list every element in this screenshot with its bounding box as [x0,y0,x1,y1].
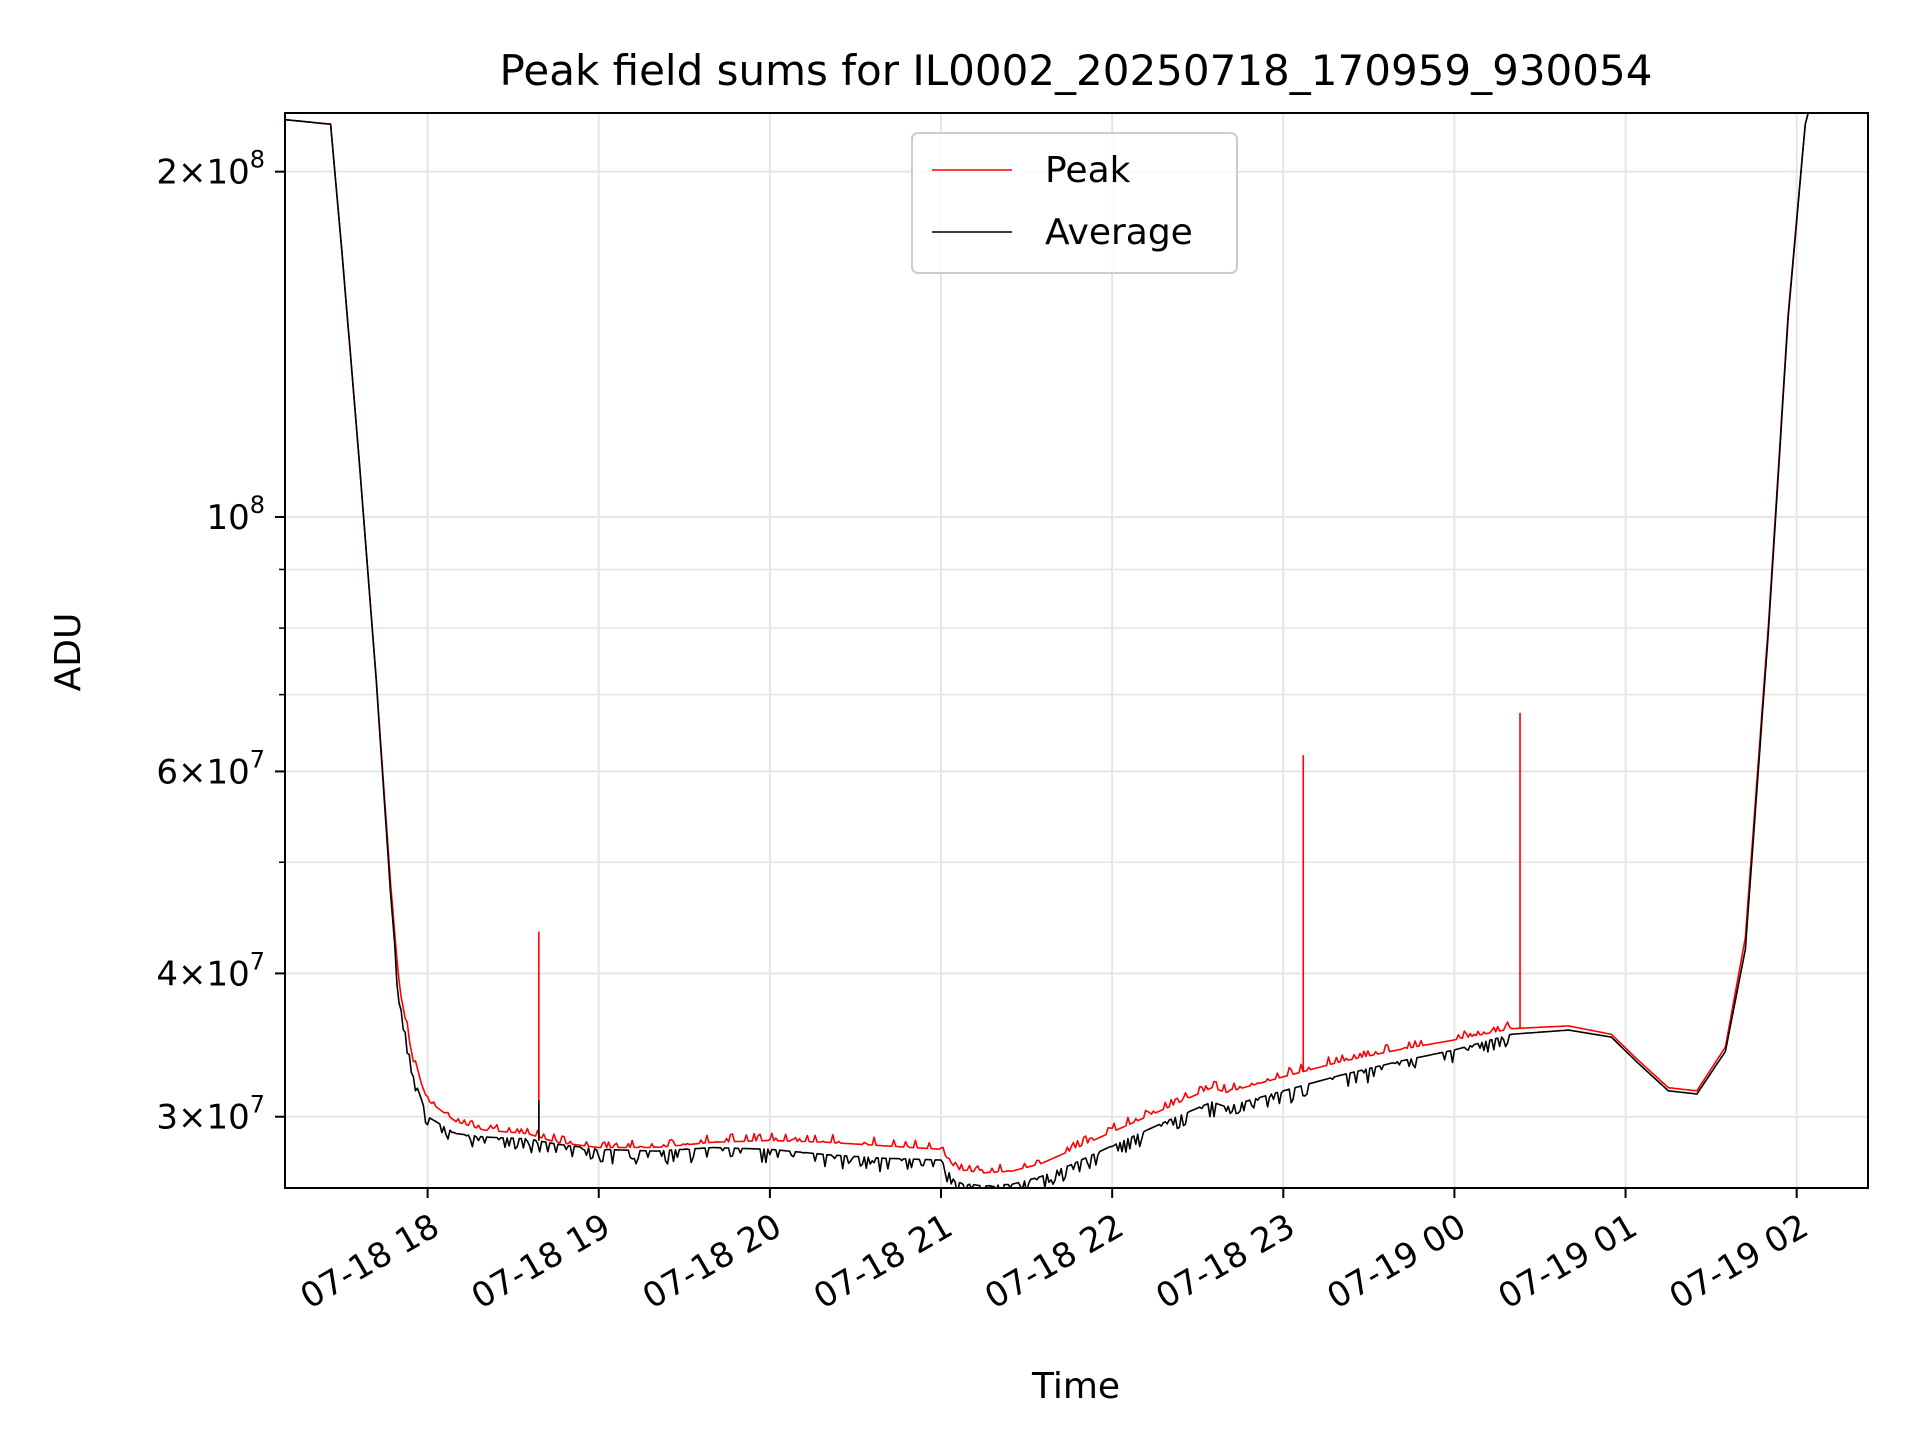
y-tick-label: 6×107 [156,745,265,792]
legend-box [911,132,1238,274]
y-tick-label: 3×107 [156,1091,265,1138]
y-tick-label: 4×107 [156,947,265,994]
y-tick-label: 108 [206,491,265,538]
legend-label-average: Average [1045,212,1193,253]
series-line-average [285,113,1810,1188]
x-axis-label: Time [1031,1366,1120,1407]
legend-label-peak: Peak [1045,150,1131,191]
y-tick-label: 2×108 [156,146,265,193]
legend: Peak Average [911,132,1238,274]
series-layer [285,113,1810,1188]
y-axis-ticks: 3×107 4×107 6×107 108 2×108 [156,146,285,1138]
plot-frame [284,112,1869,1189]
series-line-peak [285,113,1810,1174]
chart-title: Peak field sums for IL0002_20250718_1709… [500,46,1653,95]
y-axis-label: ADU [48,613,89,692]
